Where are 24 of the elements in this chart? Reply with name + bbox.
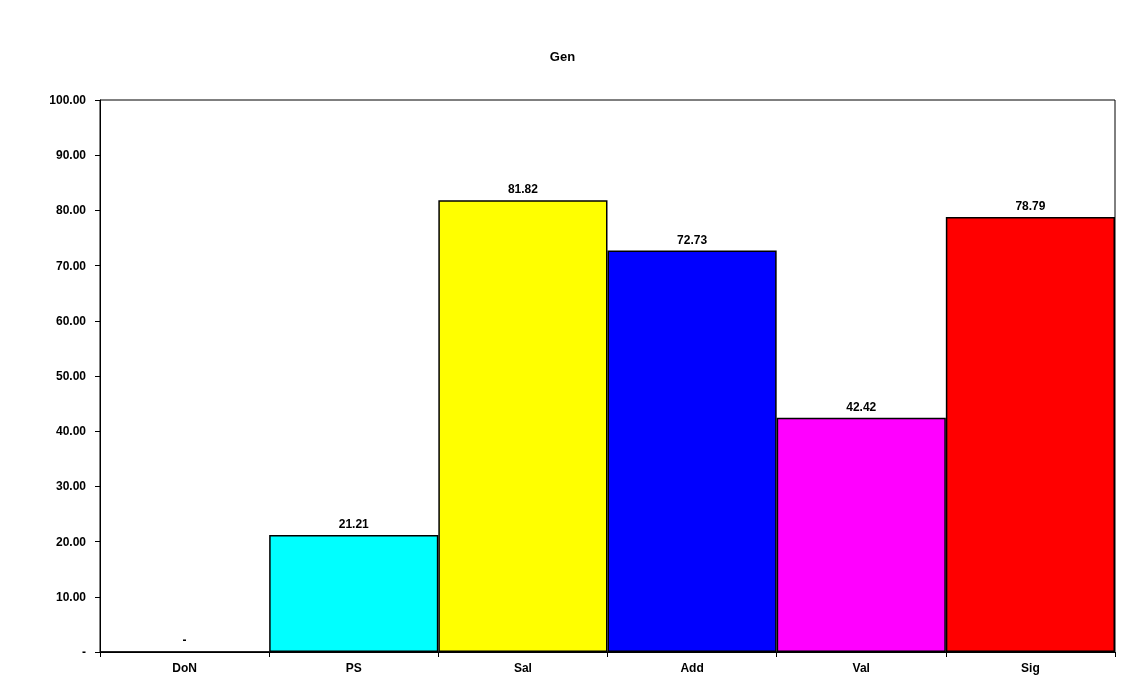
data-label: 42.42 bbox=[846, 399, 877, 414]
y-tick-label: 40.00 bbox=[55, 424, 87, 439]
y-tick-label: 90.00 bbox=[55, 148, 87, 163]
data-label: 72.73 bbox=[677, 232, 708, 247]
chart-title: Gen bbox=[549, 49, 576, 64]
x-tick-label: Add bbox=[680, 661, 704, 675]
x-tick-label: DoN bbox=[172, 661, 197, 675]
y-tick-label: 10.00 bbox=[55, 589, 87, 604]
y-tick-label: 60.00 bbox=[55, 313, 87, 328]
y-tick-label: 70.00 bbox=[55, 258, 87, 273]
y-tick-label: 20.00 bbox=[55, 534, 87, 549]
data-label: - bbox=[182, 633, 187, 648]
data-label: 78.79 bbox=[1015, 199, 1046, 214]
y-tick-label: 80.00 bbox=[55, 203, 87, 218]
y-tick-label: 30.00 bbox=[55, 479, 87, 494]
x-tick-label: Val bbox=[852, 661, 870, 675]
y-tick-label: 100.00 bbox=[49, 93, 87, 107]
x-tick-label: Sal bbox=[513, 661, 532, 675]
data-label: 81.82 bbox=[507, 182, 539, 197]
y-tick-label: 50.00 bbox=[55, 369, 87, 383]
x-tick-label: PS bbox=[345, 661, 362, 675]
x-tick-label: Sig bbox=[1021, 661, 1040, 675]
y-tick-label: - bbox=[82, 645, 86, 659]
data-label: 21.21 bbox=[338, 516, 370, 531]
